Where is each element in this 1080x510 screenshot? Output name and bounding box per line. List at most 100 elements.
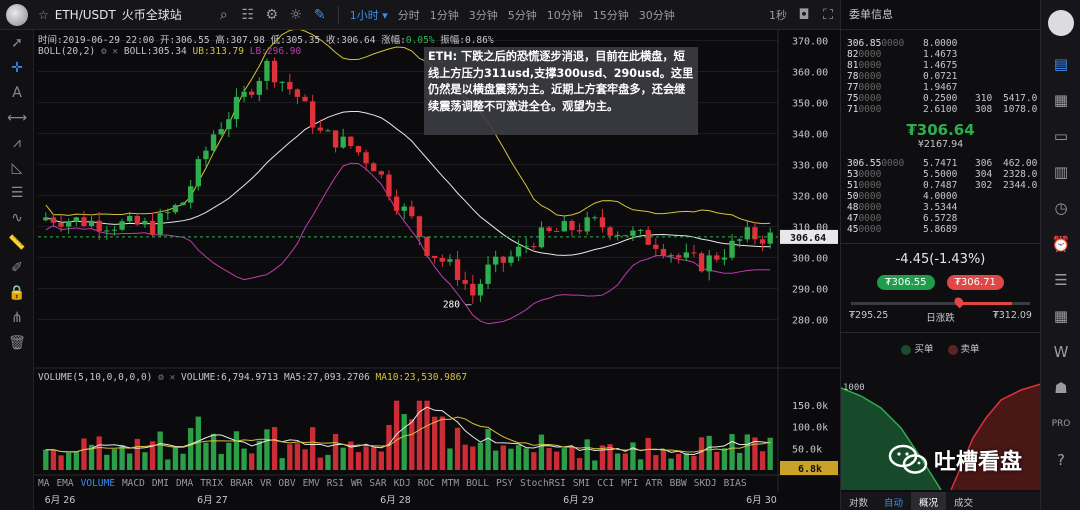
ruler-icon[interactable]: 📏 <box>8 234 26 251</box>
symbol-selector[interactable]: ☆ ETH/USDT 火币全球站 <box>38 6 182 23</box>
indicator-tab[interactable]: BOLL <box>466 478 489 489</box>
chat-icon[interactable]: ▭ <box>1053 127 1069 145</box>
indicator-tab[interactable]: SMI <box>572 478 591 489</box>
ask-row[interactable]: 770000 1.9467 <box>841 82 1040 93</box>
indicator-tab[interactable]: WR <box>350 478 363 489</box>
parallel-icon[interactable]: ☰ <box>10 184 24 201</box>
indicator-tab[interactable]: CCI <box>597 478 615 489</box>
bid-row[interactable]: 500000 4.0000 <box>841 191 1040 202</box>
ask-row[interactable]: 750000 0.2500 310 5417.0 <box>841 93 1040 104</box>
panel-tab[interactable]: 自动 <box>884 498 904 509</box>
gear-icon[interactable]: ⚙ <box>265 6 279 23</box>
indicator-tab[interactable]: MFI <box>621 478 639 489</box>
indicator-tab[interactable]: KDJ <box>393 478 411 489</box>
crosshair-icon[interactable]: ✛ <box>11 59 23 76</box>
bid-row[interactable]: 450000 5.8689 <box>841 224 1040 235</box>
pro-icon[interactable]: PRO <box>1051 419 1071 429</box>
brush-icon[interactable]: ✐ <box>11 259 23 276</box>
timeframe-tab[interactable]: 3分钟 <box>468 8 498 22</box>
ask-row[interactable]: 306.850000 8.0000 <box>841 38 1040 49</box>
trash-icon[interactable]: 🗑 <box>8 334 26 351</box>
indicator-tab[interactable]: MACD <box>121 478 145 489</box>
depth-chart[interactable]: 1000 <box>841 378 1041 490</box>
search-icon[interactable]: ⌕ <box>219 6 228 23</box>
line-icon[interactable]: ⟷ <box>6 109 28 126</box>
lamp-icon[interactable]: ☗ <box>1054 379 1068 397</box>
indicator-tab[interactable]: PSY <box>495 478 514 489</box>
panel-tab[interactable]: 成交 <box>954 498 974 509</box>
indicator-tab[interactable]: VOLUME <box>80 478 115 489</box>
candle-body <box>531 246 537 248</box>
chart-type-icon[interactable]: ☷ <box>241 6 255 23</box>
layers-icon[interactable]: ☰ <box>1054 271 1068 289</box>
indicator-tab[interactable]: VR <box>259 478 272 489</box>
indicator-tab[interactable]: SAR <box>369 478 387 489</box>
panel-tab[interactable]: 概况 <box>911 492 947 510</box>
indicator-tab[interactable]: EMA <box>56 478 74 489</box>
indicator-tab[interactable]: DMI <box>151 478 170 489</box>
bar-chart-icon[interactable]: ▥ <box>1053 163 1069 181</box>
volume-bar <box>393 400 400 470</box>
fullscreen-icon[interactable]: ⛶ <box>823 6 833 23</box>
text-icon[interactable]: A <box>12 84 22 101</box>
indicator-tab[interactable]: BRAR <box>230 478 253 489</box>
candle-body <box>645 229 651 245</box>
timeframe-tab[interactable]: 1分钟 <box>429 8 459 22</box>
fib-icon[interactable]: ⩘ <box>13 134 21 151</box>
lock-icon[interactable]: 🔒 <box>8 284 26 301</box>
volume-bar <box>249 453 255 470</box>
indicator-settings-icon[interactable]: ⚙ ✕ <box>100 46 119 57</box>
indicator-tab[interactable]: BIAS <box>723 478 747 489</box>
history-icon[interactable]: ◷ <box>1054 199 1068 217</box>
candle-body <box>432 255 438 259</box>
help-icon[interactable]: ? <box>1057 451 1065 469</box>
ask-row[interactable]: 710000 2.6100 308 1078.0 <box>841 104 1040 115</box>
bid-row[interactable]: 306.550000 5.7471 306 462.00 <box>841 158 1040 169</box>
triangle-icon[interactable]: ◺ <box>11 159 23 176</box>
timeframe-tab[interactable]: 15分钟 <box>592 8 629 22</box>
indicator-tab[interactable]: DMA <box>176 478 194 489</box>
indicator-tab[interactable]: OBV <box>278 478 296 489</box>
indicator-tab[interactable]: BBW <box>669 478 687 489</box>
w-icon[interactable]: W <box>1053 343 1069 361</box>
best-ask-button[interactable]: ₮306.71 <box>946 275 1004 290</box>
timeframe-tab[interactable]: 10分钟 <box>546 8 583 22</box>
indicator-tab[interactable]: EMV <box>302 478 320 489</box>
timeframe-tab[interactable]: 1小时 ▾ <box>349 8 388 22</box>
camera-icon[interactable]: ◘ <box>798 6 810 23</box>
indicator-tab[interactable]: ROC <box>417 478 435 489</box>
bid-row[interactable]: 480000 3.5344 <box>841 202 1040 213</box>
ask-row[interactable]: 780000 0.0721 <box>841 71 1040 82</box>
volume-bar <box>287 444 293 470</box>
orderbook-view-icon[interactable]: ▤ <box>1053 55 1069 73</box>
draw-pen-icon[interactable]: ✎ <box>313 6 326 23</box>
theme-icon[interactable]: ☼ <box>289 6 303 23</box>
indicator-tab[interactable]: MA <box>38 478 50 489</box>
grid-icon[interactable]: ▦ <box>1053 307 1069 325</box>
best-bid-button[interactable]: ₮306.55 <box>877 275 935 290</box>
bid-row[interactable]: 470000 6.5728 <box>841 213 1040 224</box>
magnet-icon[interactable]: ⋔ <box>11 309 23 326</box>
indicator-tab[interactable]: RSI <box>326 478 344 489</box>
star-icon[interactable]: ☆ <box>38 7 49 22</box>
panel-tab[interactable]: 对数 <box>849 498 869 509</box>
interval-label[interactable]: 1秒 <box>769 8 787 22</box>
indicator-tab[interactable]: TRIX <box>200 478 224 489</box>
bid-row[interactable]: 510000 0.7487 302 2344.0 <box>841 180 1040 191</box>
timeframe-tab[interactable]: 30分钟 <box>638 8 675 22</box>
indicator-tab[interactable]: SKDJ <box>693 478 717 489</box>
avatar[interactable] <box>1047 10 1074 36</box>
timeframe-tab[interactable]: 分时 <box>397 8 420 22</box>
alarm-icon[interactable]: ⏰ <box>1051 235 1071 253</box>
ask-row[interactable]: 820000 1.4673 <box>841 49 1040 60</box>
indicator-tab[interactable]: MTM <box>441 478 460 489</box>
cursor-icon[interactable]: ➚ <box>11 34 23 51</box>
calendar-icon[interactable]: ▦ <box>1053 91 1069 109</box>
timeframe-tab[interactable]: 5分钟 <box>507 8 537 22</box>
bid-row[interactable]: 530000 5.5000 304 2328.0 <box>841 169 1040 180</box>
indicator-tab[interactable]: StochRSI <box>520 478 566 489</box>
indicator-tab[interactable]: ATR <box>645 478 663 489</box>
wave-icon[interactable]: ∿ <box>11 209 23 226</box>
ask-row[interactable]: 810000 1.4675 <box>841 60 1040 71</box>
volume-settings-icon[interactable]: ⚙ ✕ <box>158 372 176 383</box>
